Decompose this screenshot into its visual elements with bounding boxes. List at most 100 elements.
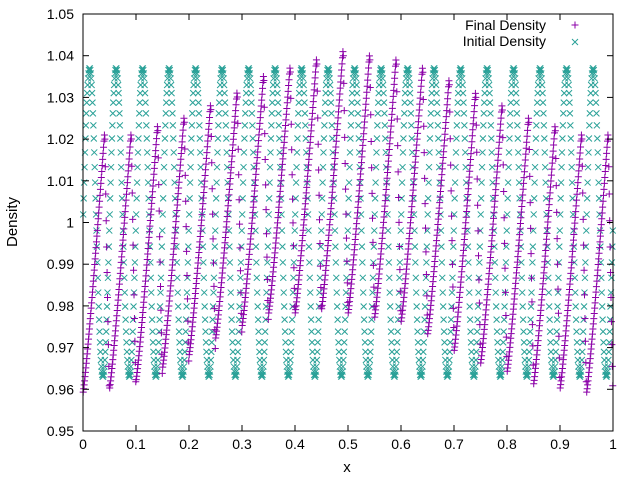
initial-density-point [314, 328, 322, 335]
final-density-point [336, 84, 344, 92]
final-density-point [474, 227, 482, 235]
final-density-point [548, 159, 556, 167]
initial-density-point [268, 122, 275, 129]
initial-density-point [359, 289, 367, 296]
final-density-point [290, 284, 298, 292]
final-density-point [442, 119, 450, 127]
final-density-point [369, 214, 377, 222]
final-density-point [311, 74, 319, 82]
initial-density-point [260, 363, 267, 370]
final-density-point [97, 173, 105, 181]
initial-density-point [502, 274, 509, 282]
initial-density-point [143, 149, 151, 156]
initial-density-point [401, 99, 409, 106]
final-density-point [525, 118, 533, 126]
initial-density-point [104, 289, 111, 296]
initial-density-point [101, 363, 108, 370]
initial-density-point [236, 303, 243, 310]
initial-density-point [189, 99, 197, 106]
initial-density-point [234, 339, 242, 346]
initial-density-point [337, 371, 345, 379]
initial-density-point [385, 259, 393, 266]
y-tick-label: 1.01 [47, 173, 74, 189]
initial-density-point [284, 371, 292, 379]
initial-density-point [279, 274, 287, 282]
initial-density-point [384, 211, 391, 218]
initial-density-point [371, 195, 379, 202]
y-tick-label: 0.98 [47, 298, 74, 314]
initial-density-point [228, 328, 236, 335]
initial-density-point [438, 259, 446, 266]
initial-density-point [582, 259, 589, 266]
initial-density-point [168, 99, 176, 106]
initial-density-point [187, 149, 195, 156]
initial-density-point [175, 316, 182, 323]
initial-density-point [453, 135, 460, 142]
initial-density-point [194, 89, 202, 97]
final-density-point [553, 208, 561, 216]
final-density-point [501, 239, 509, 247]
final-density-point [607, 318, 615, 326]
final-density-point [396, 287, 404, 295]
initial-density-point [196, 122, 203, 129]
final-density-point [390, 86, 398, 94]
y-tick-label: 1 [66, 215, 74, 231]
initial-density-point [184, 259, 192, 266]
initial-density-point [117, 163, 125, 171]
initial-density-point [110, 89, 118, 97]
final-density-point [335, 96, 343, 104]
initial-density-point [448, 289, 456, 296]
final-density-point [238, 328, 246, 336]
initial-density-point [384, 227, 392, 234]
final-density-point [528, 321, 536, 329]
initial-density-point [255, 328, 262, 335]
initial-density-point [419, 348, 427, 356]
initial-density-point [106, 211, 114, 218]
final-density-point [390, 80, 398, 88]
initial-density-point [101, 356, 109, 364]
initial-density-point [161, 135, 169, 142]
initial-density-point [355, 122, 362, 129]
final-density-point [493, 174, 501, 182]
initial-density-point [197, 179, 205, 186]
initial-density-point [202, 339, 210, 346]
final-density-point [523, 138, 531, 146]
x-tick-label: 0.7 [444, 436, 464, 452]
final-density-point [179, 132, 187, 140]
initial-density-point [156, 316, 163, 323]
initial-density-point [96, 328, 103, 335]
initial-density-point [367, 339, 375, 346]
final-density-point [578, 162, 586, 170]
initial-density-point [554, 303, 561, 310]
initial-density-point [141, 89, 149, 97]
final-density-point [312, 68, 320, 76]
initial-density-point [560, 99, 568, 106]
initial-density-point [413, 316, 421, 323]
initial-density-point [367, 328, 375, 335]
final-density-point [547, 171, 555, 179]
initial-density-point [487, 135, 495, 142]
initial-density-point [560, 89, 568, 97]
initial-density-point [107, 163, 115, 171]
initial-density-point [141, 81, 148, 89]
initial-density-point [392, 363, 400, 370]
initial-density-point [92, 195, 99, 202]
initial-density-point [398, 195, 406, 202]
final-density-point [258, 96, 266, 104]
initial-density-point [472, 363, 479, 370]
final-density-point [154, 127, 162, 135]
initial-density-point [559, 110, 567, 117]
initial-density-point [148, 316, 156, 323]
initial-density-point [503, 227, 511, 234]
initial-density-point [200, 274, 208, 282]
final-density-point [446, 108, 454, 116]
final-density-point [182, 223, 190, 231]
final-density-point [444, 95, 452, 103]
initial-density-point [332, 243, 339, 250]
final-density-point [334, 120, 342, 128]
final-density-point [470, 114, 478, 122]
final-density-point [387, 122, 395, 130]
initial-density-point [407, 110, 415, 117]
initial-density-point [467, 339, 475, 346]
initial-density-point [346, 149, 354, 156]
